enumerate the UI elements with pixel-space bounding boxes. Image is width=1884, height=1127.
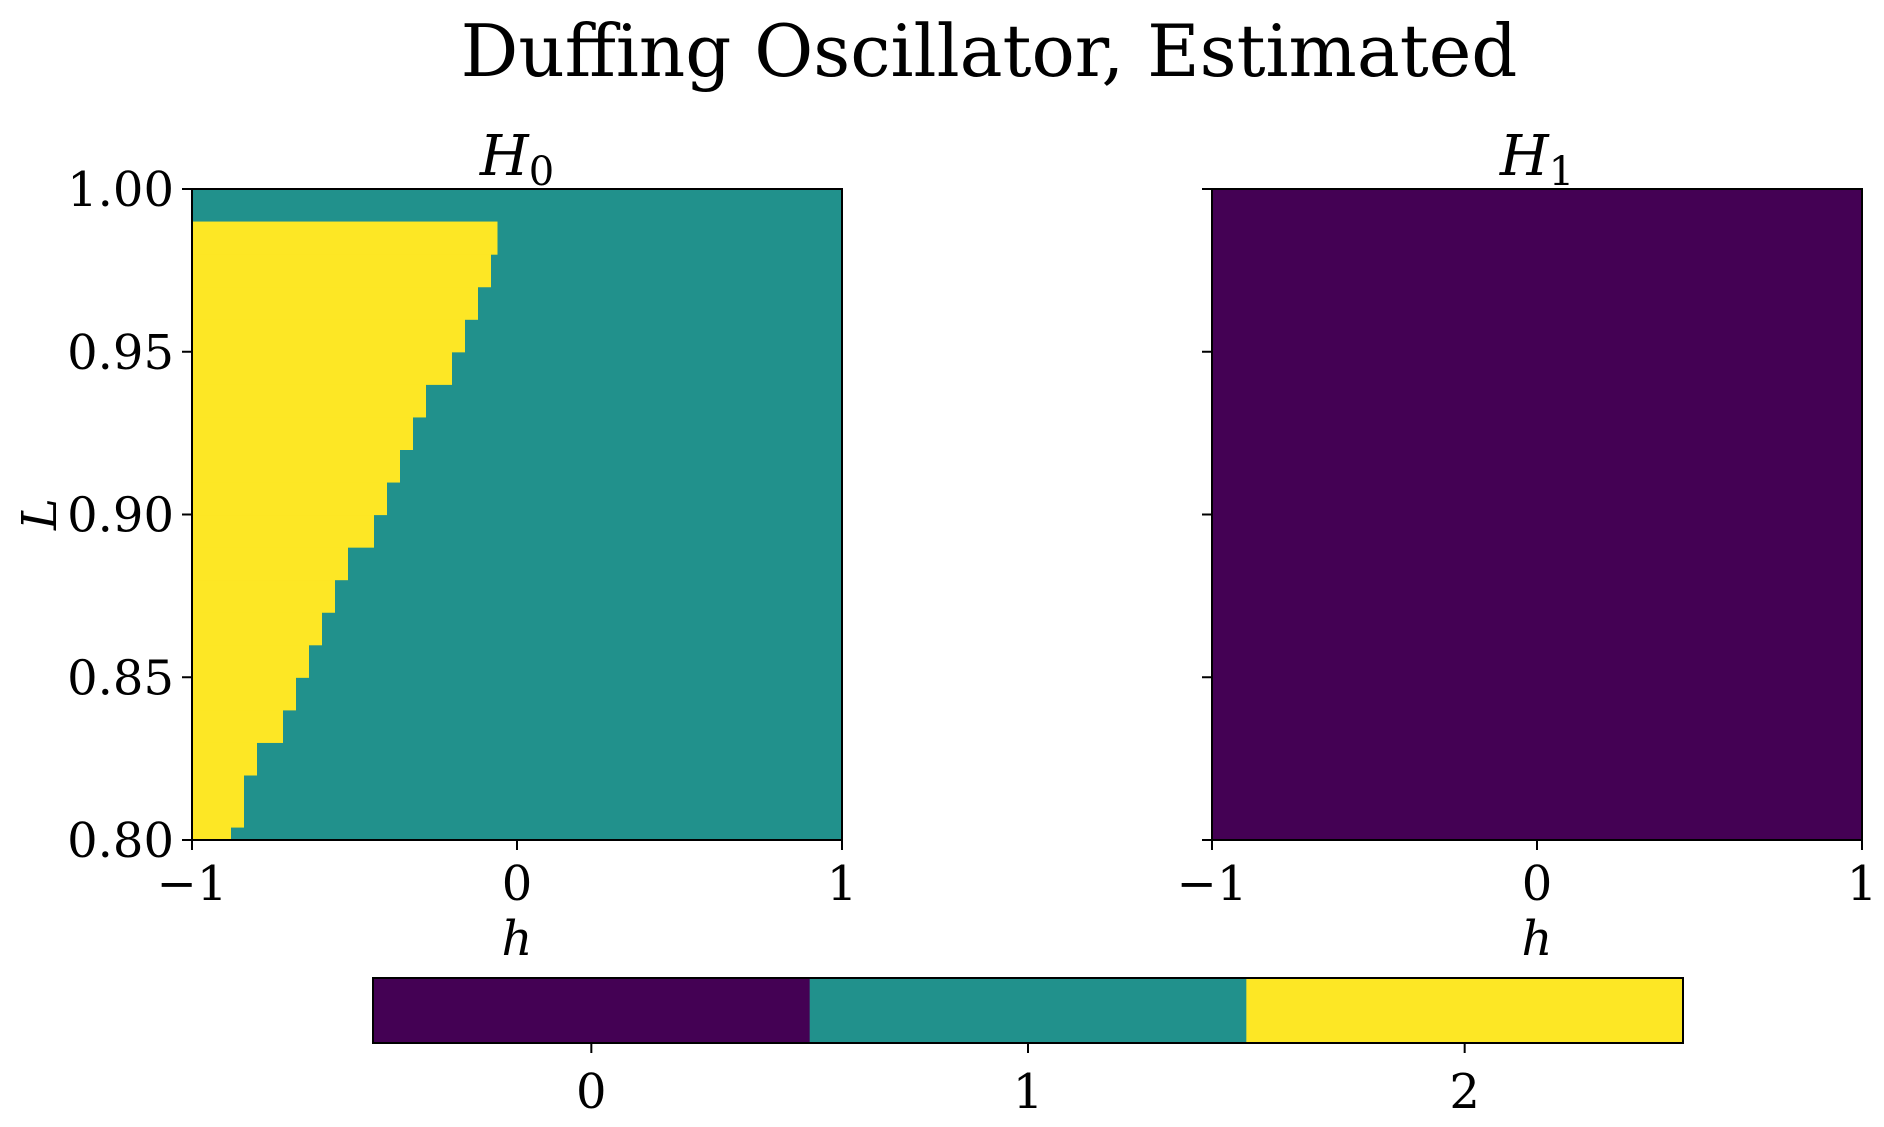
h1-background-cell — [1212, 189, 1862, 840]
h0-region-cell-13 — [192, 384, 426, 418]
figure-title: Duffing Oscillator, Estimated — [461, 9, 1518, 93]
h0-x-axis-label: h — [502, 911, 533, 967]
h1-x-axis-label: h — [1522, 911, 1553, 967]
h0-region-cell-8 — [192, 547, 348, 581]
h0-region-cell-10 — [192, 481, 387, 516]
h0-ytick-label: 0.95 — [67, 325, 174, 381]
h0-region-cell-16 — [192, 286, 478, 320]
h0-region-cell-3 — [192, 709, 283, 743]
h0-region-cell-4 — [192, 677, 296, 711]
colorbar-ticks: 0 1 2 — [576, 1043, 1480, 1120]
h1-x-ticks: −1 0 1 — [1177, 840, 1878, 912]
h0-region-cell-14 — [192, 351, 452, 385]
colorbar-tick-label: 1 — [1013, 1064, 1044, 1120]
h0-region-cell-2 — [192, 742, 257, 776]
h0-ytick-label: 0.85 — [67, 650, 174, 706]
colorbar-swatch-0 — [373, 978, 811, 1043]
h0-region-cell-18 — [192, 221, 498, 255]
h0-region-cell-7 — [192, 579, 335, 613]
h0-panel-title: H0 — [479, 124, 554, 195]
h0-region-cell-12 — [192, 416, 413, 450]
h0-ytick-label: 0.90 — [67, 488, 174, 544]
h0-region-cell-6 — [192, 612, 322, 646]
h0-ytick-label: 0.80 — [67, 813, 174, 869]
h1-title-main: H — [1499, 124, 1550, 189]
h0-heatmap-cells — [192, 189, 842, 841]
h1-xtick-label: −1 — [1177, 856, 1248, 912]
panel-h0: H0 −1 0 1 0.800.850.900.951.00 h L — [12, 124, 857, 967]
h0-region-cell-0 — [192, 826, 231, 841]
colorbar-cells — [373, 978, 1684, 1043]
h0-region-cell-9 — [192, 514, 374, 548]
h0-region-cell-11 — [192, 449, 400, 483]
h0-xtick-label: 1 — [827, 856, 858, 912]
colorbar-swatch-2 — [1246, 978, 1684, 1043]
panel-h1: H1 −1 0 1 h — [1177, 124, 1878, 967]
h1-xtick-label: 1 — [1847, 856, 1878, 912]
h0-xtick-label: 0 — [502, 856, 533, 912]
h0-x-ticks: −1 0 1 — [157, 840, 858, 912]
h1-heatmap-cells — [1212, 189, 1862, 840]
h0-title-subscript: 0 — [529, 149, 554, 195]
h0-region-cell-5 — [192, 644, 309, 678]
h0-y-ticks: 0.80 0.85 0.90 0.95 1.00 — [67, 162, 192, 869]
h0-y-axis-label: L — [12, 498, 68, 531]
h0-ytick-label: 1.00 — [67, 162, 174, 218]
h0-region-cell-17 — [192, 254, 491, 288]
h0-xtick-label: −1 — [157, 856, 228, 912]
h1-xtick-label: 0 — [1522, 856, 1553, 912]
h1-y-ticks — [1202, 188, 1212, 841]
colorbar: 0 1 2 — [372, 977, 1684, 1120]
colorbar-swatch-1 — [809, 978, 1247, 1043]
h1-panel-title: H1 — [1499, 124, 1574, 195]
h1-title-subscript: 1 — [1549, 149, 1574, 195]
colorbar-tick-label: 2 — [1449, 1064, 1480, 1120]
h0-title-main: H — [479, 124, 530, 189]
colorbar-tick-label: 0 — [576, 1064, 607, 1120]
h0-region-cell-15 — [192, 319, 465, 353]
h0-region-cell-1 — [192, 774, 244, 828]
